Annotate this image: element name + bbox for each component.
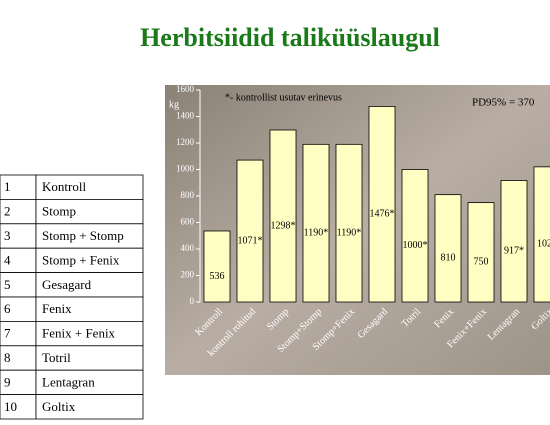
table-cell [35,198,144,225]
bar [335,143,363,303]
legend-table: 1 Kontroll 2 Stomp 3 Stomp + Stomp 4 Stomp + Fe… [0,174,144,420]
bar [368,106,396,303]
bar [401,169,429,303]
table-text: 2 [4,204,11,219]
y-tick-label: 1200 [176,137,195,147]
table-cell [35,223,144,249]
slide-title: Herbitsiidid taliküüslaugul [140,23,440,52]
table-text: Fenix + Fenix [42,326,116,341]
table-cell [0,369,37,396]
bar [533,166,550,303]
table-text: 5 [4,277,11,292]
table-cell [0,296,37,322]
data-label: 1020 [537,239,550,250]
table-cell [35,369,144,396]
table-text: 10 [4,399,17,414]
plot: 02004006008001000120014001600536Kontroll… [176,84,550,359]
y-axis-label: kg [169,99,179,110]
table-cell [35,394,144,420]
y-tick-label: 200 [181,270,195,280]
bar [434,194,462,303]
table-cell [35,174,144,200]
data-label: 810 [441,253,456,264]
data-label: 1298* [271,220,296,231]
table-text: Stomp [42,204,76,219]
table-text: 4 [4,252,11,267]
data-label: 1190* [304,227,329,238]
y-tick-label: 800 [181,190,195,200]
data-label: 536 [210,271,225,282]
y-tick-label: 1400 [176,111,195,121]
table-cell [35,247,144,273]
data-label: 1000* [403,240,428,251]
bar [236,159,264,303]
y-tick-label: 400 [181,243,195,253]
table-cell [35,296,144,322]
table-text: 1 [4,179,11,194]
table-text: Totril [42,350,71,365]
y-tick-label: 600 [181,217,195,227]
table-cell [35,272,144,298]
table-text: 3 [4,228,11,243]
data-label: 1190* [337,227,362,238]
y-tick-label: 1000 [176,164,195,174]
table-text: Gesagard [42,277,92,292]
table-text: 9 [4,374,11,389]
table-cell [0,223,37,249]
data-label: 917* [504,246,524,257]
data-label: 750 [474,257,489,268]
y-tick-label: 1600 [176,84,195,94]
table-text: Stomp + Stomp [42,228,124,243]
table-text: Fenix [42,301,72,316]
table-text: Kontroll [42,179,86,194]
y-tick-label: 0 [190,296,195,306]
table-text: 7 [4,326,11,341]
table-cell [0,272,37,298]
annotation: *- kontrollist usutav erinevus [225,92,342,103]
data-label: 1476* [370,209,395,220]
table-text: Lentagran [42,374,95,389]
annotation: PD95% = 370 [472,97,535,109]
table-text: Stomp + Fenix [42,252,120,267]
bar [467,202,495,303]
bar [302,143,330,303]
bar [269,129,297,303]
table-text: Goltix [42,399,76,414]
table-text: 8 [4,350,11,365]
bar [203,230,231,303]
table-text: 6 [4,301,11,316]
bar [500,180,528,303]
data-label: 1071* [238,235,263,246]
